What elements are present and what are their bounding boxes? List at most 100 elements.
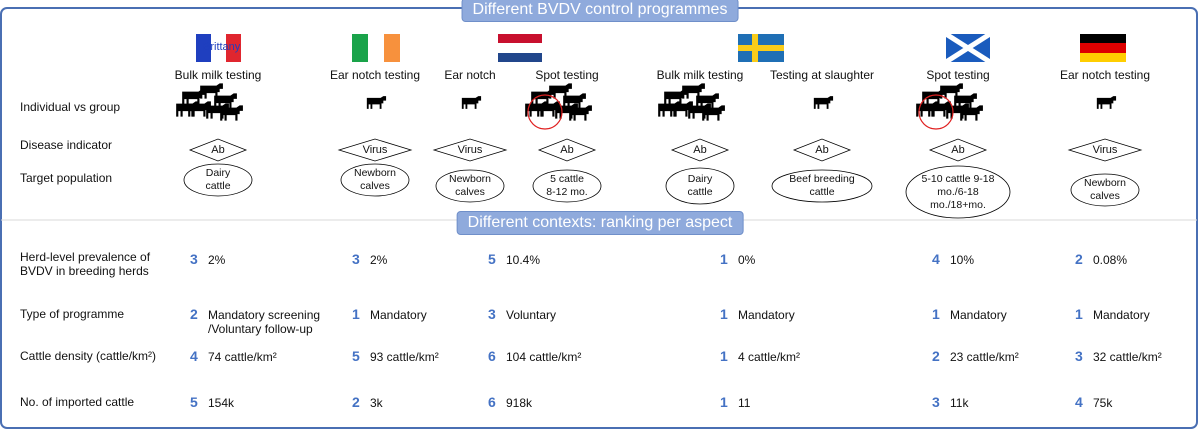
programme-name: Ear notch testing: [1059, 68, 1151, 82]
aspect-value: 0%: [738, 253, 756, 267]
cow-icon: [176, 101, 199, 117]
rank: 6: [488, 348, 496, 364]
indicator-label: Ab: [815, 144, 829, 156]
aspect-label: Cattle density (cattle/km²): [20, 349, 157, 363]
rank: 1: [720, 348, 728, 364]
flag-scotland: [944, 31, 992, 65]
programme-name: Bulk milk testing: [656, 68, 744, 82]
aspect-value: 0.08%: [1093, 253, 1128, 267]
programme-name: Ear notch: [444, 68, 496, 82]
indicator-label: Virus: [362, 144, 388, 156]
target-label: 5 cattle 8-12 mo.: [546, 173, 588, 198]
cow-icon: [702, 105, 725, 121]
rank: 5: [488, 251, 496, 267]
rank: 2: [932, 348, 940, 364]
cow-icon: [1096, 96, 1117, 109]
cow-icon: [960, 105, 983, 121]
rank: 3: [932, 394, 940, 410]
rank: 4: [1075, 394, 1083, 410]
banner-bottom: Different contexts: ranking per aspect: [456, 211, 744, 235]
target-ellipse: [340, 163, 410, 197]
target-ellipse: [771, 169, 873, 203]
rank: 3: [1075, 348, 1083, 364]
indicator-label: Virus: [457, 144, 483, 156]
indicator-diamond: [432, 138, 508, 162]
target-ellipse: [1070, 173, 1140, 207]
programme-name: Bulk milk testing: [174, 68, 262, 82]
cow-icon: [366, 96, 387, 109]
aspect-label: Herd-level prevalence of BVDV in breedin…: [20, 250, 151, 278]
rank: 2: [190, 306, 198, 322]
target-ellipse: [665, 167, 735, 205]
indicator-label: Ab: [560, 144, 574, 156]
rank: 3: [488, 306, 496, 322]
aspect-value: 75k: [1093, 396, 1113, 410]
indicator-diamond: [537, 138, 597, 162]
aspect-value: Mandatory: [1093, 308, 1150, 322]
flag-sweden: [738, 34, 784, 62]
programme-name: Spot testing: [535, 68, 599, 82]
aspect-value: 2%: [208, 253, 226, 267]
aspect-value: 93 cattle/km²: [370, 350, 439, 364]
target-label: Dairy cattle: [687, 173, 713, 198]
indicator-diamond: [337, 138, 413, 162]
cow-icon: [569, 105, 592, 121]
rank: 1: [1075, 306, 1083, 322]
aspect-value: 23 cattle/km²: [950, 350, 1019, 364]
rank: 5: [352, 348, 360, 364]
indicator-diamond: [1067, 138, 1143, 162]
indicator-diamond: [792, 138, 852, 162]
programme-name: Testing at slaughter: [769, 68, 875, 82]
aspect-value: Voluntary: [506, 308, 557, 322]
rank: 4: [190, 348, 198, 364]
programme-name: Spot testing: [926, 68, 990, 82]
aspect-value: 4 cattle/km²: [738, 350, 801, 364]
rank: 3: [190, 251, 198, 267]
aspect-value: 154k: [208, 396, 235, 410]
indicator-label: Virus: [1092, 144, 1118, 156]
target-label: Newborn calves: [1083, 177, 1127, 202]
flag-germany: [1080, 34, 1126, 62]
target-ellipse: [532, 169, 602, 203]
aspect-value: 32 cattle/km²: [1093, 350, 1162, 364]
rank: 6: [488, 394, 496, 410]
highlight-circle: [918, 94, 954, 130]
aspect-label: Type of programme: [20, 307, 125, 321]
aspect-value: 10%: [950, 253, 975, 267]
flag-label: Brittany: [203, 41, 241, 53]
row-label: Disease indicator: [20, 138, 113, 152]
flag-ireland: [352, 34, 400, 62]
cow-icon: [220, 105, 243, 121]
cow-icon: [461, 96, 482, 109]
aspect-value: 3k: [370, 396, 383, 410]
rank: 1: [720, 251, 728, 267]
target-label: Dairy cattle: [205, 167, 231, 192]
target-ellipse: [435, 169, 505, 203]
aspect-value: 2%: [370, 253, 388, 267]
banner-top: Different BVDV control programmes: [461, 0, 739, 22]
target-label: Newborn calves: [353, 167, 397, 192]
target-ellipse: [183, 163, 253, 197]
aspect-value: Mandatory: [370, 308, 427, 322]
highlight-circle: [527, 94, 563, 130]
aspect-value: Mandatory: [950, 308, 1007, 322]
rank: 5: [190, 394, 198, 410]
rank: 2: [352, 394, 360, 410]
indicator-label: Ab: [211, 144, 225, 156]
aspect-label: No. of imported cattle: [20, 395, 135, 409]
row-label: Target population: [20, 171, 113, 185]
aspect-value: 10.4%: [506, 253, 541, 267]
indicator-diamond: [188, 138, 248, 162]
aspect-value: 918k: [506, 396, 533, 410]
flag-netherlands: [498, 34, 542, 62]
rank: 1: [720, 394, 728, 410]
cow-icon: [813, 96, 834, 109]
indicator-label: Ab: [951, 144, 965, 156]
indicator-diamond: [928, 138, 988, 162]
rank: 2: [1075, 251, 1083, 267]
programme-name: Ear notch testing: [329, 68, 421, 82]
target-ellipse: [905, 165, 1011, 219]
rank: 1: [720, 306, 728, 322]
